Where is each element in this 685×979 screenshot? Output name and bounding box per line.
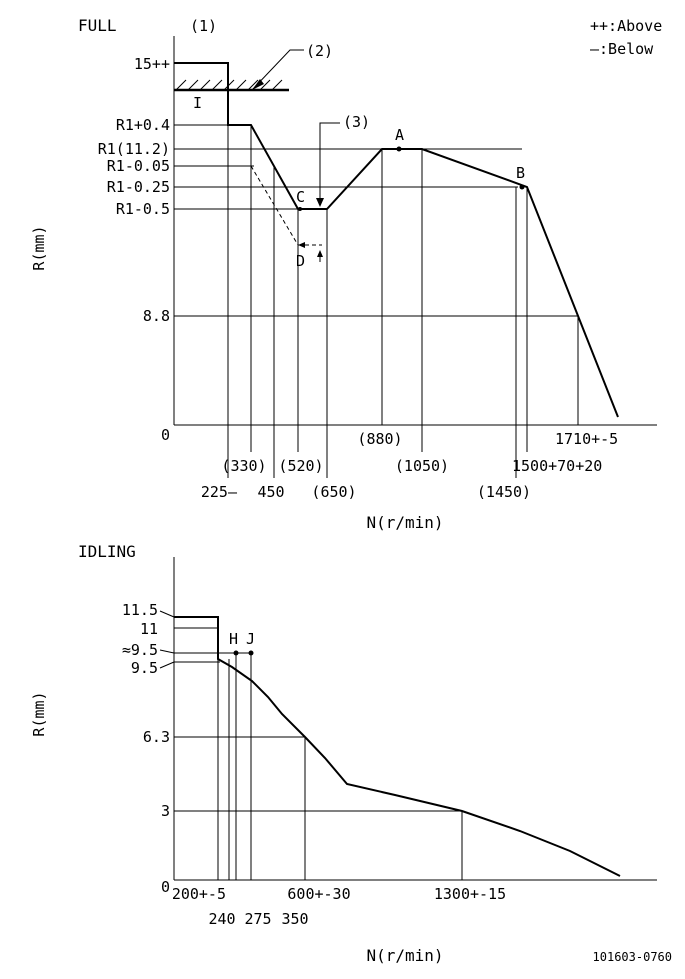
full-xtick: 1710+-5 xyxy=(555,430,618,448)
idling-ytick: 11.5 xyxy=(122,601,158,619)
idling-title: IDLING xyxy=(78,542,136,561)
idling-ytick: 11 xyxy=(140,620,158,638)
ytick-leader xyxy=(159,610,175,618)
full-ytick: 15++ xyxy=(134,55,170,73)
idling-xtick: 350 xyxy=(281,910,308,928)
note-3-label: (3) xyxy=(343,113,370,131)
full-xtick: (330) xyxy=(221,457,266,475)
full-ylabel: R(mm) xyxy=(30,225,48,270)
idling-ylabel: R(mm) xyxy=(30,691,48,736)
ytick-leader xyxy=(159,649,175,654)
idling-panel: IDLING H J 11.5 11 ≈9.5 9.5 6.3 xyxy=(30,542,672,965)
idling-ytick: 9.5 xyxy=(131,659,158,677)
point-i-label: I xyxy=(193,94,202,112)
full-xtick: (650) xyxy=(311,483,356,501)
note-2-leader xyxy=(251,49,304,91)
full-ytick: R1(11.2) xyxy=(98,140,170,158)
point-d-marker-head xyxy=(317,250,323,257)
full-ytick: R1-0.25 xyxy=(107,178,170,196)
drawing-number: 101603-0760 xyxy=(593,950,672,964)
idling-xtick: 240 xyxy=(208,910,235,928)
full-ytick: 0 xyxy=(161,426,170,444)
full-xtick: 1500+70+20 xyxy=(512,457,602,475)
note-2-label: (2) xyxy=(306,42,333,60)
note-3-leader xyxy=(319,122,340,200)
point-j-dot xyxy=(248,650,254,656)
idling-ytick: 3 xyxy=(161,802,170,820)
note-2-arrow xyxy=(252,79,264,90)
idling-xtick: 600+-30 xyxy=(287,885,350,903)
idling-xtick: 200+-5 xyxy=(172,885,226,903)
full-ytick: 8.8 xyxy=(143,307,170,325)
full-xtick: (1450) xyxy=(477,483,531,501)
point-a-dot xyxy=(396,146,402,152)
point-c-dot xyxy=(298,207,302,211)
idling-ytick: 6.3 xyxy=(143,728,170,746)
point-h-dot xyxy=(233,650,239,656)
point-b-dot xyxy=(519,184,525,190)
full-xtick: (880) xyxy=(357,430,402,448)
point-a-label: A xyxy=(395,126,404,144)
full-xtick: 225— xyxy=(201,483,238,501)
full-xtick: 450 xyxy=(257,483,284,501)
note-1-label: (1) xyxy=(190,17,217,35)
full-xtick: (520) xyxy=(278,457,323,475)
point-b-label: B xyxy=(516,164,525,182)
full-panel: FULL (1) ++:Above —:Below (2) I xyxy=(30,16,662,532)
idling-curve xyxy=(174,616,621,877)
point-h-label: H xyxy=(229,630,238,648)
full-dashed-branch xyxy=(250,165,299,246)
legend-above: ++:Above xyxy=(590,17,662,35)
point-d-label: D xyxy=(296,252,305,270)
point-j-label: J xyxy=(246,630,255,648)
full-ytick: R1-0.5 xyxy=(116,200,170,218)
full-ytick: R1-0.05 xyxy=(107,157,170,175)
full-ytick: R1+0.4 xyxy=(116,116,170,134)
full-xtick: (1050) xyxy=(395,457,449,475)
idling-xtick: 1300+-15 xyxy=(434,885,506,903)
idling-ytick: ≈9.5 xyxy=(122,641,158,659)
full-title: FULL xyxy=(78,16,117,35)
idling-xtick: 275 xyxy=(244,910,271,928)
legend-below: —:Below xyxy=(590,40,654,58)
point-d-arrow xyxy=(298,242,305,248)
ytick-leader xyxy=(159,661,175,669)
full-xlabel: N(r/min) xyxy=(366,513,443,532)
point-c-label: C xyxy=(296,188,305,206)
full-curve xyxy=(174,62,619,418)
note-3-arrow xyxy=(316,198,324,207)
idling-xlabel: N(r/min) xyxy=(366,946,443,965)
idling-ytick: 0 xyxy=(161,878,170,896)
